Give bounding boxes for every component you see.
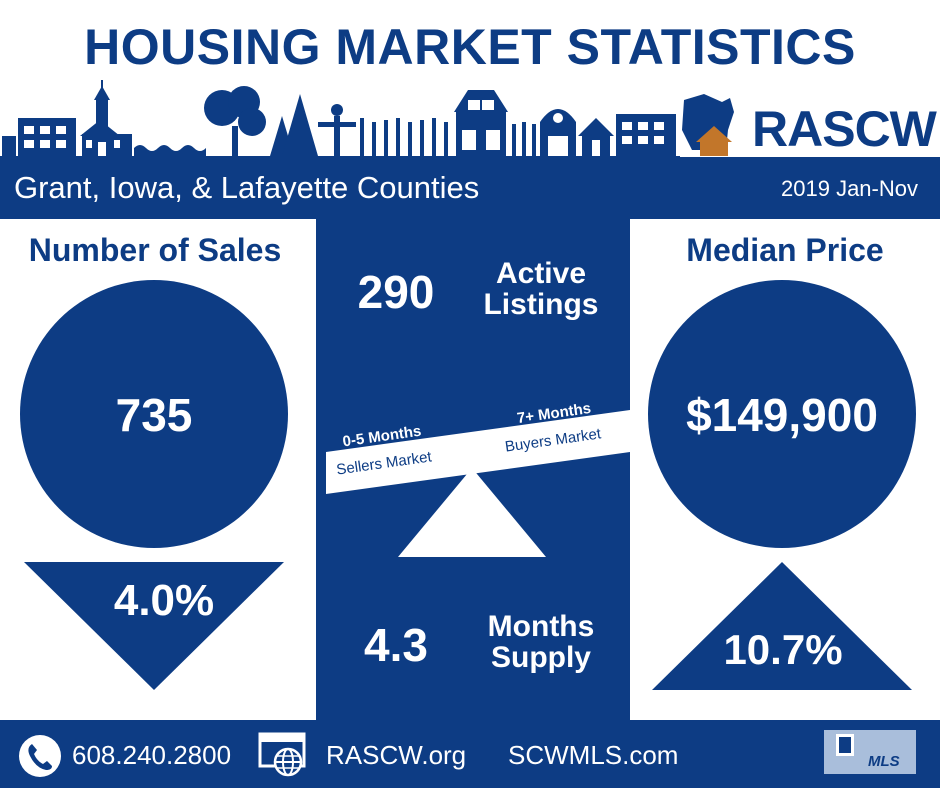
market-balance-graphic (326, 410, 630, 557)
region-label: Grant, Iowa, & Lafayette Counties (14, 170, 480, 205)
footer-bar (0, 720, 940, 788)
sales-shapes (20, 280, 288, 690)
active-listings-value: 290 (357, 266, 435, 318)
months-supply-value: 4.3 (364, 619, 428, 671)
sales-value: 735 (115, 389, 193, 441)
sales-circle (20, 280, 288, 548)
phone-number[interactable]: 608.240.2800 (72, 740, 232, 770)
median-value: $149,900 (686, 389, 878, 441)
balance-fulcrum (398, 468, 546, 557)
region-band (0, 157, 940, 219)
median-change: 10.7% (723, 626, 843, 673)
realtor-mls-logo: MLS (824, 730, 916, 774)
website-link-scwmls[interactable]: SCWMLS.com (508, 740, 679, 770)
skyline-illustration (0, 80, 734, 158)
sales-title: Number of Sales (28, 232, 282, 268)
balance-beam (326, 410, 630, 494)
period-label: 2019 Jan-Nov (781, 176, 918, 201)
median-up-triangle (652, 562, 912, 690)
brand-logo-text: RASCW (752, 101, 937, 157)
mls-badge-text: MLS (868, 753, 900, 770)
sales-change: 4.0% (113, 576, 215, 625)
median-circle (648, 280, 916, 548)
sales-down-triangle (24, 562, 284, 690)
active-listings-label: Active Listings (483, 257, 599, 321)
page-title: HOUSING MARKET STATISTICS (84, 19, 856, 75)
median-title: Median Price (686, 232, 884, 268)
web-icon (258, 732, 306, 777)
median-shapes (648, 280, 916, 690)
months-supply-label: Months Supply (487, 610, 595, 674)
phone-icon (19, 735, 61, 777)
wisconsin-home-icon (696, 126, 732, 156)
website-link-rascw[interactable]: RASCW.org (326, 740, 467, 770)
